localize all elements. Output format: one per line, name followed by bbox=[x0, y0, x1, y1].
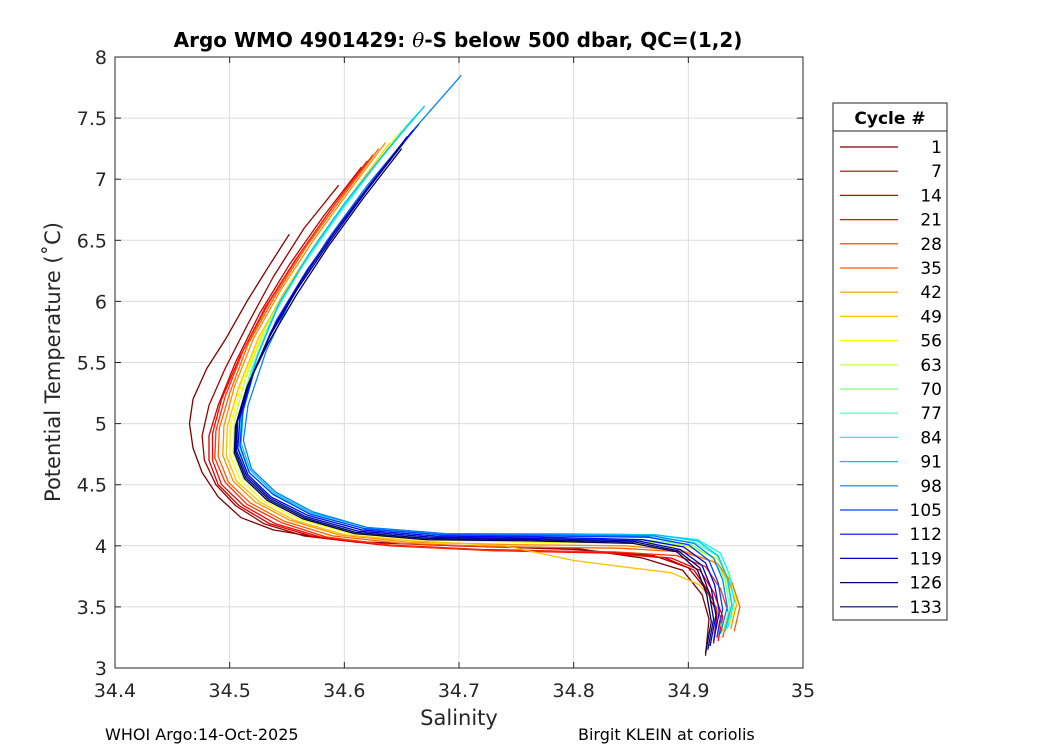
y-tick-label: 4.5 bbox=[77, 475, 107, 497]
y-tick-label: 4 bbox=[95, 536, 107, 558]
legend-label: 70 bbox=[920, 380, 942, 400]
chart-title: Argo WMO 4901429: θ-S below 500 dbar, QC… bbox=[174, 28, 743, 52]
y-tick-label: 5.5 bbox=[77, 353, 107, 375]
y-tick-label: 3.5 bbox=[77, 597, 107, 619]
y-tick-label: 8 bbox=[95, 47, 107, 69]
legend-label: 21 bbox=[920, 211, 942, 231]
legend-title: Cycle # bbox=[854, 109, 925, 129]
y-tick-label: 7 bbox=[95, 169, 107, 191]
legend-label: 105 bbox=[910, 501, 942, 521]
legend-label: 133 bbox=[910, 598, 942, 618]
legend-label: 91 bbox=[920, 453, 942, 473]
legend-label: 1 bbox=[931, 138, 942, 158]
y-axis-label: Potential Temperature (˚C) bbox=[41, 222, 65, 502]
legend-label: 98 bbox=[920, 477, 942, 497]
x-tick-label: 34.9 bbox=[667, 680, 709, 702]
x-tick-label: 34.4 bbox=[94, 680, 136, 702]
y-tick-label: 6.5 bbox=[77, 230, 107, 252]
series-line-cycle-49 bbox=[225, 142, 724, 632]
legend-label: 35 bbox=[920, 259, 942, 279]
legend-label: 49 bbox=[920, 307, 942, 327]
x-tick-label: 34.6 bbox=[323, 680, 365, 702]
legend-label: 63 bbox=[920, 356, 942, 376]
legend-label: 56 bbox=[920, 332, 942, 352]
legend-label: 14 bbox=[920, 186, 942, 206]
y-tick-label: 3 bbox=[95, 658, 107, 680]
legend-label: 84 bbox=[920, 428, 942, 448]
footer-credit: Birgit KLEIN at coriolis bbox=[578, 725, 755, 744]
x-tick-label: 35 bbox=[791, 680, 815, 702]
series-line-cycle-119 bbox=[235, 136, 717, 647]
series-line-cycle-1 bbox=[188, 233, 710, 656]
legend: Cycle # 1 7 14 21 28 35 42 49 56 63 70 77 84 91 98 105 1… bbox=[832, 102, 948, 621]
series-line-cycle-14 bbox=[208, 166, 722, 638]
axis-ticks bbox=[114, 56, 804, 669]
y-tick-labels: 3 3.5 4 4.5 5 5.5 6 6.5 7 7.5 8 bbox=[77, 47, 107, 680]
legend-label: 119 bbox=[910, 549, 942, 569]
y-tick-label: 7.5 bbox=[77, 108, 107, 130]
legend-label: 7 bbox=[931, 162, 942, 182]
series-line-cycle-133 bbox=[233, 148, 712, 654]
x-tick-label: 34.5 bbox=[209, 680, 251, 702]
legend-label: 28 bbox=[920, 235, 942, 255]
y-tick-label: 6 bbox=[95, 291, 107, 313]
plot-area bbox=[188, 74, 741, 656]
series-line-cycle-91 bbox=[240, 105, 733, 632]
x-axis-label: Salinity bbox=[420, 706, 498, 730]
legend-label: 77 bbox=[920, 404, 942, 424]
series-line-cycle-126 bbox=[234, 142, 715, 650]
footer-source: WHOI Argo:14-Oct-2025 bbox=[105, 725, 299, 744]
legend-label: 42 bbox=[920, 283, 942, 303]
y-tick-label: 5 bbox=[95, 414, 107, 436]
x-tick-labels: 34.4 34.5 34.6 34.7 34.8 34.9 35 bbox=[94, 680, 815, 702]
legend-label: 126 bbox=[910, 574, 942, 594]
x-tick-label: 34.8 bbox=[553, 680, 595, 702]
legend-label: 112 bbox=[910, 525, 942, 545]
x-tick-label: 34.7 bbox=[438, 680, 480, 702]
